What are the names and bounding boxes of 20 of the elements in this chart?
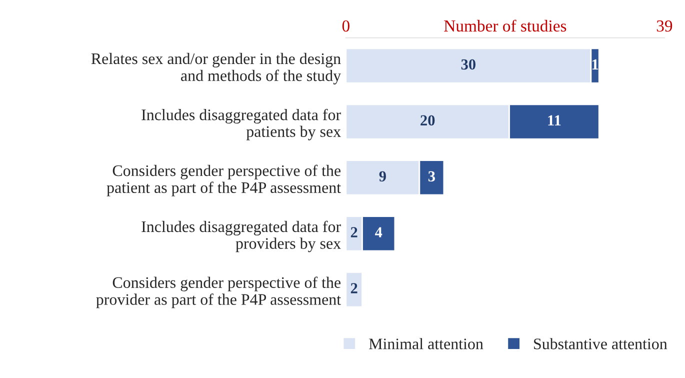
y-tick-label: Includes disaggregated data for patients by sex bbox=[142, 108, 341, 140]
legend-label: Substantive attention bbox=[534, 338, 668, 350]
data-label: 11 bbox=[548, 115, 561, 126]
data-label: 20 bbox=[420, 115, 435, 126]
x-axis-title: Number of studies bbox=[444, 20, 566, 32]
data-label: 2 bbox=[350, 283, 358, 294]
x-tick-label: 0 bbox=[342, 20, 350, 32]
data-label: 3 bbox=[428, 171, 435, 182]
legend-label: Minimal attention bbox=[369, 338, 484, 350]
data-label: 4 bbox=[374, 227, 382, 238]
bar bbox=[346, 272, 363, 308]
data-label: 9 bbox=[379, 171, 386, 182]
y-tick-label: Includes disaggregated data for providers by sex bbox=[142, 220, 341, 252]
data-label: 1 bbox=[592, 59, 598, 70]
y-tick-label: Relates sex and/or gender in the design and methods of the study bbox=[91, 52, 341, 84]
x-tick-label: 39 bbox=[656, 20, 672, 32]
y-tick-label: Considers gender perspective of the patient as part of the P4P assessment bbox=[106, 164, 341, 196]
data-label: 2 bbox=[350, 227, 358, 238]
y-tick-label: Considers gender perspective of the provider as part of the P4P assessment bbox=[96, 276, 341, 308]
data-label: 30 bbox=[461, 59, 476, 70]
